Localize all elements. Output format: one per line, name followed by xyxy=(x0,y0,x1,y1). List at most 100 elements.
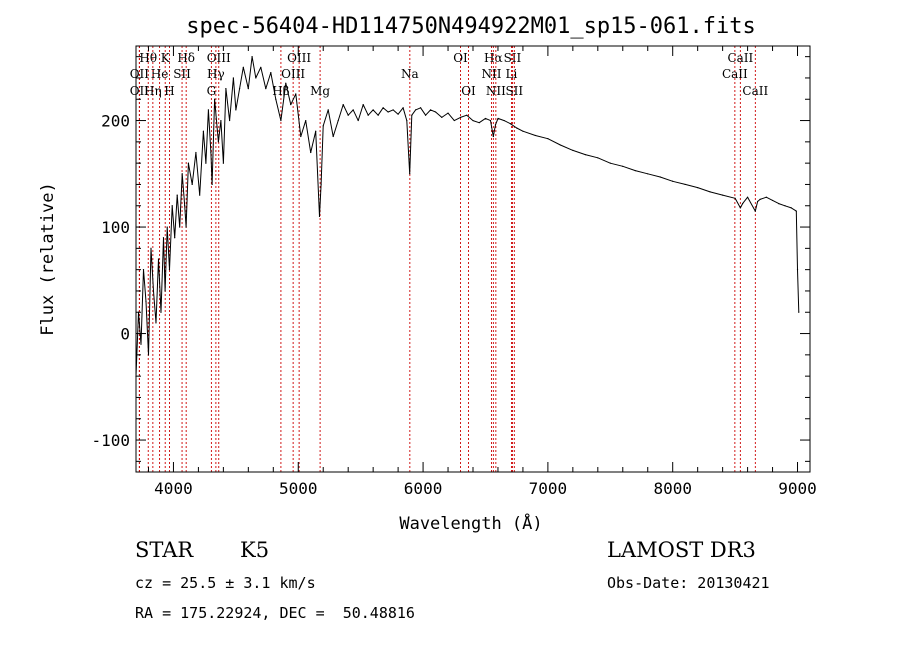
spectrum-point xyxy=(171,205,173,207)
spectrum-point xyxy=(275,98,277,100)
line-mark-label: Hγ xyxy=(207,67,225,81)
spectrum-point xyxy=(162,237,165,239)
spectrum-point xyxy=(402,107,404,109)
spectrum-point xyxy=(318,215,321,217)
spectrum-point xyxy=(798,311,800,313)
observation-date: Obs-Date: 20130421 xyxy=(607,574,770,592)
line-mark-label: Hη xyxy=(144,84,162,98)
x-tick-label: 6000 xyxy=(404,479,443,498)
spectrum-point xyxy=(142,269,145,271)
spectrum-point xyxy=(494,124,497,126)
line-mark-label: SII xyxy=(505,84,523,98)
spectrum-point xyxy=(280,119,282,122)
spectrum-point xyxy=(191,183,193,186)
spectrum-point xyxy=(285,82,287,84)
spectrum-point xyxy=(489,119,492,122)
line-mark-label: OIII xyxy=(281,67,305,81)
spectrum-point xyxy=(534,134,537,137)
spectrum-point xyxy=(472,119,474,122)
line-mark-label: OIII xyxy=(287,51,311,65)
spectrum-point xyxy=(210,151,212,154)
spectrum-point xyxy=(392,109,394,111)
survey-name: LAMOST DR3 xyxy=(607,538,756,562)
spectrum-point xyxy=(484,117,487,120)
spectrum-point xyxy=(342,103,344,106)
spectrum-point xyxy=(765,196,767,198)
y-axis-label: Flux (relative) xyxy=(38,182,58,336)
spectrum-point xyxy=(176,194,178,196)
spectrum-point xyxy=(235,109,237,111)
spectrum-point xyxy=(382,107,384,109)
spectrum-line xyxy=(135,56,800,377)
spectrum-point xyxy=(255,77,257,79)
spectrum-point xyxy=(367,114,369,116)
spectrum-point xyxy=(300,135,302,138)
spectrum-point xyxy=(597,157,599,159)
spectrum-point xyxy=(332,135,334,138)
spectrum-point xyxy=(372,109,374,111)
spectrum-point xyxy=(622,165,624,167)
spectrum-point xyxy=(722,194,724,196)
spectrum-point xyxy=(315,130,317,132)
line-mark-label: G xyxy=(207,84,217,98)
spectrum-point xyxy=(466,114,468,116)
spectrum-point xyxy=(419,107,422,109)
redshift-readout: cz = 25.5 ± 3.1 km/s xyxy=(135,574,316,592)
spectrum-point xyxy=(734,197,736,199)
spectrum-point xyxy=(337,119,339,122)
spectrum-point xyxy=(429,109,432,111)
chart-title: spec-56404-HD114750N494922M01_sp15-061.f… xyxy=(186,14,756,39)
y-tick-label: 0 xyxy=(120,325,130,344)
spectrum-point xyxy=(174,237,176,239)
spectrum-point xyxy=(347,114,349,116)
object-subclass: K5 xyxy=(240,538,270,562)
spectrum-point xyxy=(217,141,219,143)
spectrum-point xyxy=(211,183,213,186)
spectrum-point xyxy=(160,311,162,313)
line-mark-label: SII xyxy=(504,51,522,65)
spectrum-point xyxy=(559,144,561,146)
object-type: STAR xyxy=(135,538,194,562)
spectrum-point xyxy=(220,119,222,122)
spectrum-point xyxy=(409,173,411,175)
spectrum-point xyxy=(424,114,427,116)
spectrum-point xyxy=(516,127,518,129)
spectrum-point xyxy=(453,119,455,122)
line-mark-label: He xyxy=(151,67,169,81)
spectrum-point xyxy=(242,66,244,68)
spectrum-point xyxy=(320,183,322,186)
spectrum-point xyxy=(181,173,183,175)
plot-frame xyxy=(135,45,811,473)
x-tick-label: 8000 xyxy=(653,479,692,498)
spectrum-point xyxy=(746,196,749,198)
spectrum-point xyxy=(634,170,636,172)
spectrum-point xyxy=(447,112,449,114)
spectrum-point xyxy=(352,109,354,111)
line-mark-label: OIII xyxy=(207,51,231,65)
spectrum-point xyxy=(778,203,780,205)
spectrum-point xyxy=(459,116,462,118)
spectrum-point xyxy=(168,269,171,271)
spectrum-point xyxy=(684,183,686,186)
line-mark-label: Na xyxy=(401,67,419,81)
line-mark-label: OI xyxy=(453,51,468,65)
spectrum-point xyxy=(195,151,197,154)
spectrum-point xyxy=(795,210,797,212)
x-tick-label: 5000 xyxy=(279,479,318,498)
spectrum-point xyxy=(202,130,204,132)
spectrum-series xyxy=(135,56,800,377)
spectrum-point xyxy=(199,194,201,196)
spectrum-point xyxy=(225,88,227,90)
spectrum-point xyxy=(609,162,611,164)
line-mark-label: CaII xyxy=(727,51,753,65)
spectrum-point xyxy=(145,301,147,303)
y-tick-label: 200 xyxy=(101,112,130,131)
spectrum-point xyxy=(411,114,413,116)
spectrum-point xyxy=(742,203,744,205)
spectrum-point xyxy=(434,111,437,113)
spectrum-point xyxy=(290,103,292,106)
spectrum-point xyxy=(270,72,272,74)
spectrum-point xyxy=(377,114,379,116)
